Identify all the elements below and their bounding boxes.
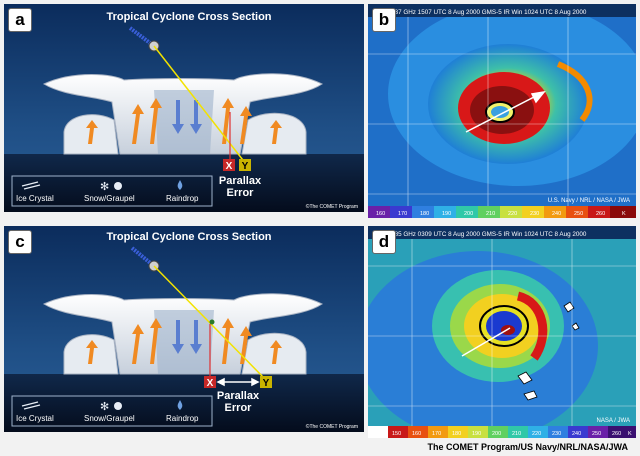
scale-tick: 230 <box>552 431 561 437</box>
scale-tick: 170 <box>398 211 407 217</box>
legend-snow-graupel: Snow/Graupel <box>84 414 135 423</box>
color-scale-d <box>368 426 636 438</box>
cyclone-diagram-a: Tropical Cyclone Cross Section X Y Paral… <box>4 4 364 212</box>
ice-crystal-icon <box>21 401 41 410</box>
marker-x-box <box>204 376 216 388</box>
copyright-text: ©The COMET Program <box>306 203 358 210</box>
panel-label-a: a <box>8 8 32 32</box>
legend-box <box>11 395 213 427</box>
error-label: Error <box>227 187 255 199</box>
cyclone-diagram-c: Tropical Cyclone Cross Section X Y Paral… <box>4 226 364 432</box>
marker-y: Y <box>263 378 270 389</box>
parallax-double-arrow <box>216 377 260 387</box>
scale-tick: 240 <box>552 211 561 217</box>
scale-tick: 180 <box>420 211 429 217</box>
satellite-line-of-sight <box>153 45 247 165</box>
scale-tick: 190 <box>472 431 481 437</box>
scale-unit: K <box>622 211 626 217</box>
scale-tick: 240 <box>572 431 581 437</box>
scale-unit: K <box>628 431 632 437</box>
parallax-line <box>461 327 511 357</box>
legend-raindrop: Raindrop <box>166 414 199 423</box>
cyclone-cloud <box>42 293 323 375</box>
parallax-label: Parallax <box>217 390 260 402</box>
scale-tick: 160 <box>376 211 385 217</box>
satellite-image-d: TMI 85 GHz 0309 UTC 8 Aug 2000 GMS-5 IR … <box>368 226 636 438</box>
legend-ice-crystal: Ice Crystal <box>16 194 54 203</box>
panel-a: Tropical Cyclone Cross Section X Y Paral… <box>4 4 364 212</box>
scale-tick: 180 <box>452 431 461 437</box>
scale-tick: 250 <box>574 211 583 217</box>
image-header-b: TMI 37 GHz 1507 UTC 8 Aug 2000 GMS-5 IR … <box>382 9 587 16</box>
copyright-text: ©The COMET Program <box>306 423 358 430</box>
parallax-arrow <box>465 90 546 133</box>
satellite-image-b: TMI 37 GHz 1507 UTC 8 Aug 2000 GMS-5 IR … <box>368 4 636 218</box>
scale-tick: 170 <box>432 431 441 437</box>
image-footer-d: NASA / JWA <box>597 418 630 424</box>
scale-tick: 260 <box>612 431 621 437</box>
marker-x-box <box>223 159 235 171</box>
scale-tick: 260 <box>596 211 605 217</box>
scale-tick: 150 <box>392 431 401 437</box>
cloud-top-point <box>209 319 215 325</box>
updraft-arrows <box>86 98 282 144</box>
cyclone-cloud <box>42 73 323 155</box>
scale-tick: 190 <box>442 211 451 217</box>
ice-crystal-icon <box>21 181 41 190</box>
panel-c: Tropical Cyclone Cross Section X Y Paral… <box>4 226 364 432</box>
diagram-title: Tropical Cyclone Cross Section <box>106 11 271 23</box>
color-scale-b <box>368 206 636 218</box>
legend-ice-crystal: Ice Crystal <box>16 414 54 423</box>
scale-tick: 200 <box>492 431 501 437</box>
snow-graupel-icon: ✻ <box>100 181 122 193</box>
raindrop-icon <box>177 400 183 410</box>
legend-raindrop: Raindrop <box>166 194 199 203</box>
scale-tick: 230 <box>530 211 539 217</box>
marker-y: Y <box>242 161 249 172</box>
diagram-title: Tropical Cyclone Cross Section <box>106 231 271 243</box>
figure-credit: The COMET Program/US Navy/NRL/NASA/JWA <box>427 442 628 452</box>
legend-box <box>11 175 213 207</box>
updraft-arrows <box>86 318 282 364</box>
scale-tick: 250 <box>592 431 601 437</box>
panel-label-c: c <box>8 230 32 254</box>
scale-tick: 160 <box>412 431 421 437</box>
downdraft-arrows <box>172 100 202 134</box>
panel-d: TMI 85 GHz 0309 UTC 8 Aug 2000 GMS-5 IR … <box>368 226 636 438</box>
marker-x: X <box>226 161 233 172</box>
error-label: Error <box>225 402 253 414</box>
legend-snow-graupel: Snow/Graupel <box>84 194 135 203</box>
scale-tick: 220 <box>508 211 517 217</box>
downdraft-arrows <box>172 320 202 354</box>
scale-tick: 210 <box>486 211 495 217</box>
panel-b: TMI 37 GHz 1507 UTC 8 Aug 2000 GMS-5 IR … <box>368 4 636 218</box>
image-header-d: TMI 85 GHz 0309 UTC 8 Aug 2000 GMS-5 IR … <box>382 231 587 238</box>
scale-tick: 210 <box>512 431 521 437</box>
svg-text:✻: ✻ <box>100 181 109 193</box>
scale-tick: 200 <box>464 211 473 217</box>
panel-label-d: d <box>372 230 396 254</box>
marker-y-box <box>239 159 251 171</box>
parallax-label: Parallax <box>219 175 262 187</box>
marker-x: X <box>207 378 214 389</box>
raindrop-icon <box>177 180 183 190</box>
scale-tick: 220 <box>532 431 541 437</box>
svg-text:✻: ✻ <box>100 401 109 413</box>
marker-y-box <box>260 376 272 388</box>
snow-graupel-icon: ✻ <box>100 401 122 413</box>
panel-label-b: b <box>372 8 396 32</box>
image-footer-b: U.S. Navy / NRL / NASA / JWA <box>548 198 630 204</box>
